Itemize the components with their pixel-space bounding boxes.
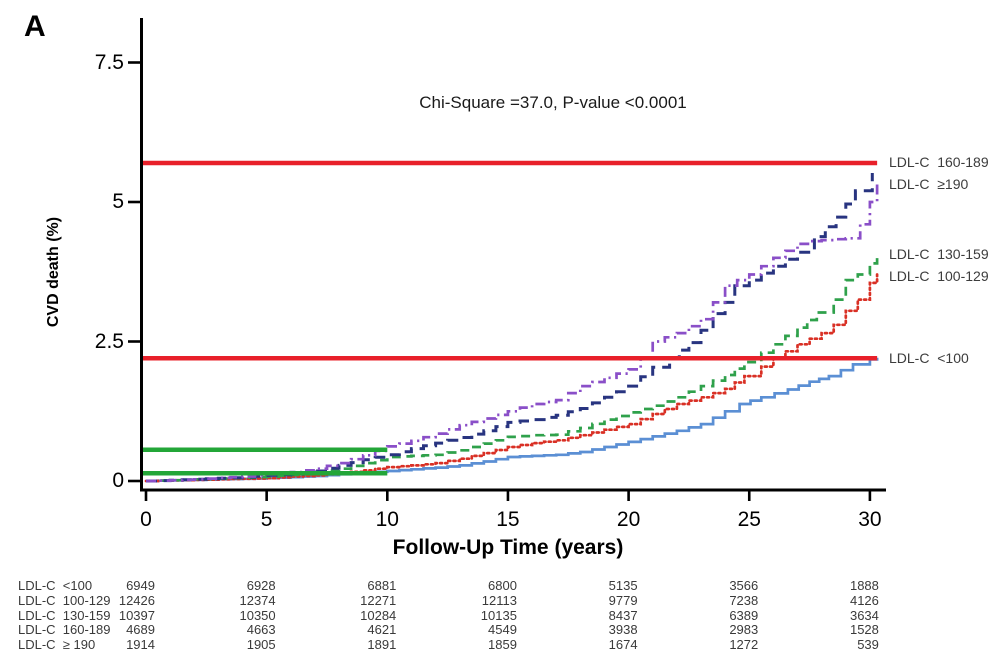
curve-label-ldl-c-160-189: LDL-C 160-189 [889,153,989,170]
risk-count: 7238 [729,592,759,608]
risk-count: 5135 [608,578,638,593]
curve-label-ldl-c-130-159: LDL-C 130-159 [889,246,989,263]
risk-count: 6389 [729,607,759,623]
risk-count: 12426 [118,592,155,608]
risk-count: 6881 [367,578,397,593]
risk-count: 10135 [480,607,517,623]
risk-count: 4689 [126,622,155,638]
curve-label-ldl-c-190: LDL-C ≥190 [889,176,969,193]
risk-count: 12271 [360,592,397,608]
risk-count: 6928 [246,578,276,593]
y-tick-label-5: 5 [112,190,124,213]
risk-count: 6949 [126,578,155,593]
chi-square-annotation: Chi-Square =37.0, P-value <0.0001 [419,93,687,112]
risk-row-label: LDL-C 100-129 [18,592,111,608]
risk-row-label: LDL-C 160-189 [18,622,111,638]
y-tick-label-2.5: 2.5 [94,329,124,353]
risk-count: 6800 [488,578,517,593]
x-tick-label-20: 20 [616,508,641,531]
risk-count: 10284 [360,607,397,623]
risk-count: 12113 [481,592,517,608]
risk-count: 4549 [488,622,517,638]
risk-count: 1914 [126,637,155,653]
risk-count: 539 [857,637,879,653]
x-tick-label-0: 0 [140,508,152,531]
risk-count: 4663 [246,622,276,638]
x-tick-label-15: 15 [496,508,520,531]
x-tick-label-10: 10 [375,508,399,531]
risk-row-label: LDL-C 130-159 [18,607,111,623]
risk-row-label: LDL-C <100 [18,578,93,593]
x-axis-title: Follow-Up Time (years) [392,536,624,559]
y-axis-title: CVD death (%) [45,216,62,328]
risk-count: 10350 [239,607,276,623]
risk-count: 8437 [608,607,638,623]
risk-count: 4126 [849,592,879,608]
risk-count: 3566 [729,578,759,593]
risk-count: 1272 [729,637,759,653]
risk-count: 4621 [367,622,397,638]
risk-count: 1528 [849,622,879,638]
risk-count: 1674 [608,637,638,653]
risk-count: 2983 [729,622,759,638]
curve-label-ldl-c-100-129: LDL-C 100-129 [889,268,989,285]
risk-count: 1905 [246,637,276,653]
panel-label: A [24,10,46,43]
risk-count: 1859 [488,637,517,653]
risk-count: 10397 [118,607,155,623]
risk-count: 12374 [239,592,276,608]
risk-count: 1888 [849,578,879,593]
y-tick-label-7.5: 7.5 [94,50,124,74]
curve-ldl-c-100-129 [144,273,879,483]
curve-label-ldl-c-100: LDL-C <100 [889,349,969,366]
risk-count: 3938 [608,622,638,638]
curve-ldl-c-100 [146,357,879,483]
y-tick-label-0: 0 [112,469,124,492]
risk-count: 1891 [367,637,397,653]
x-tick-label-5: 5 [260,508,273,531]
risk-row-label: LDL-C ≥ 190 [18,637,96,653]
x-tick-label-30: 30 [858,508,882,531]
curve-ldl-c-160-189 [146,173,874,483]
risk-count: 9779 [608,592,638,608]
curve-ldl-c-130-159 [146,256,879,483]
risk-count: 3634 [849,607,879,623]
x-tick-label-25: 25 [737,508,761,531]
